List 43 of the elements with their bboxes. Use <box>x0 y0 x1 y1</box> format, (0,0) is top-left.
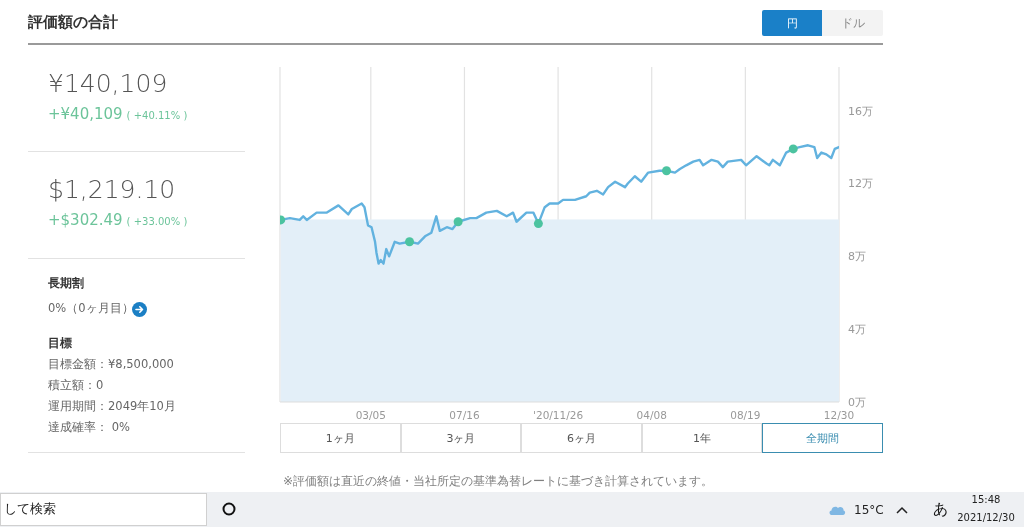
y-tick-label: 16万 <box>848 104 873 118</box>
button: ドル <box>822 10 883 36</box>
x-tick-label: 03/05 <box>355 409 386 422</box>
text: 2021/12/30 <box>957 512 1015 524</box>
text: 長期割 <box>48 275 84 291</box>
text: ( +40.11% ) <box>126 110 188 121</box>
text: 15:48 <box>971 494 1001 506</box>
x-tick-label: 12/30 <box>823 409 855 422</box>
text: ¥140,109 <box>48 69 168 99</box>
text: ( +33.00% ) <box>126 216 188 227</box>
y-tick-label: 4万 <box>848 323 866 337</box>
tab: 全期間 <box>762 423 883 453</box>
point <box>662 166 672 176</box>
text: +$302.49 <box>48 211 123 229</box>
point <box>453 217 463 227</box>
text: あ <box>933 500 948 518</box>
text: 達成確率： 0% <box>48 420 130 435</box>
tab: 1年 <box>641 423 763 453</box>
tab: 1ヶ月 <box>280 423 401 453</box>
x-tick-label: 08/19 <box>730 409 761 422</box>
text: $1,219.10 <box>48 175 176 205</box>
point <box>533 219 543 229</box>
button: 円 <box>762 10 822 36</box>
text: 15°C <box>854 502 884 518</box>
text: 目標 <box>48 335 72 351</box>
tab: 6ヶ月 <box>521 423 642 453</box>
text: 運用期間：2049年10月 <box>48 399 176 414</box>
text: ※評価額は直近の終値・当社所定の基準為替レートに基づき計算されています。 <box>283 473 714 489</box>
x-tick-label: 04/08 <box>636 409 667 422</box>
point <box>405 237 415 247</box>
text: 0%（0ヶ月目） <box>48 301 134 316</box>
y-tick-label: 0万 <box>848 395 866 409</box>
point <box>788 144 798 154</box>
y-tick-label: 8万 <box>848 250 866 264</box>
search-field: して検索 <box>0 493 207 526</box>
text: 目標金額：¥8,500,000 <box>48 357 174 372</box>
text: 評価額の合計 <box>28 13 118 32</box>
y-tick-label: 12万 <box>848 177 873 191</box>
tab: 3ヶ月 <box>400 423 522 453</box>
x-tick-label: '20/11/26 <box>533 409 584 422</box>
x-tick-label: 07/16 <box>449 409 480 422</box>
text: 積立額：0 <box>48 378 104 393</box>
text: +¥40,109 <box>48 105 123 123</box>
